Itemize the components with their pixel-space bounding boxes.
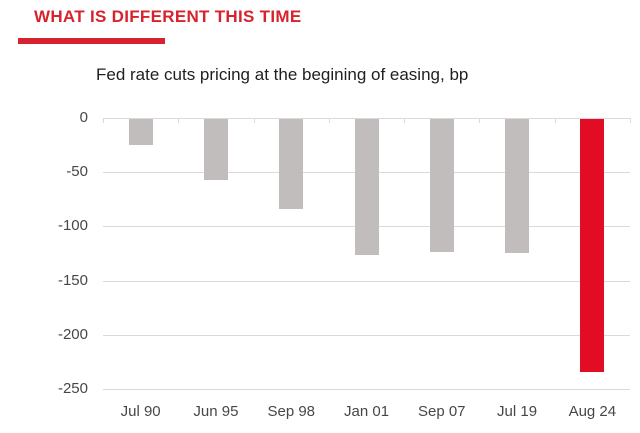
bar-jul-90 (128, 119, 153, 145)
gridline--250 (103, 389, 630, 390)
bar-aug-24 (580, 119, 605, 372)
title-underline-accent (18, 38, 165, 44)
section-title: WHAT IS DIFFERENT THIS TIME (34, 7, 302, 26)
y-axis-tick-label--50: -50 (66, 163, 88, 181)
zero-axis-tick (103, 118, 104, 123)
zero-axis-tick (328, 118, 330, 123)
x-axis-category-label-jan-01: Jan 01 (344, 403, 390, 420)
bar-jun-95 (203, 119, 228, 180)
y-axis-tick-label--250: -250 (57, 380, 88, 397)
x-axis-category-label-sep-98: Sep 98 (267, 403, 316, 420)
bar-jul-19 (505, 119, 530, 254)
zero-axis-tick (554, 118, 556, 123)
x-axis-category-label-jul-19: Jul 19 (497, 403, 538, 420)
zero-axis-tick (253, 118, 255, 123)
gridline--150 (103, 280, 630, 282)
zero-axis-tick (404, 118, 406, 123)
y-axis-tick-label--100: -100 (57, 217, 88, 235)
bar-jan-01 (354, 119, 379, 255)
y-axis-tick-label--150: -150 (57, 271, 88, 289)
x-axis-category-label-jul-90: Jul 90 (120, 403, 161, 420)
gridline--200 (103, 334, 630, 336)
bar-sep-07 (429, 119, 454, 253)
x-axis-category-label-sep-07: Sep 07 (417, 403, 466, 420)
y-axis-tick-label--200: -200 (57, 325, 88, 343)
x-axis-category-label-jun-95: Jun 95 (193, 403, 239, 420)
zero-axis-tick (479, 118, 481, 123)
x-axis-category-label-aug-24: Aug 24 (568, 403, 617, 420)
chart-title: Fed rate cuts pricing at the begining of… (96, 65, 469, 84)
y-axis-tick-label-0: 0 (79, 109, 88, 126)
bar-sep-98 (279, 119, 304, 209)
zero-axis-tick (178, 118, 180, 123)
zero-axis-tick (630, 118, 631, 123)
gridline-0 (103, 118, 630, 119)
